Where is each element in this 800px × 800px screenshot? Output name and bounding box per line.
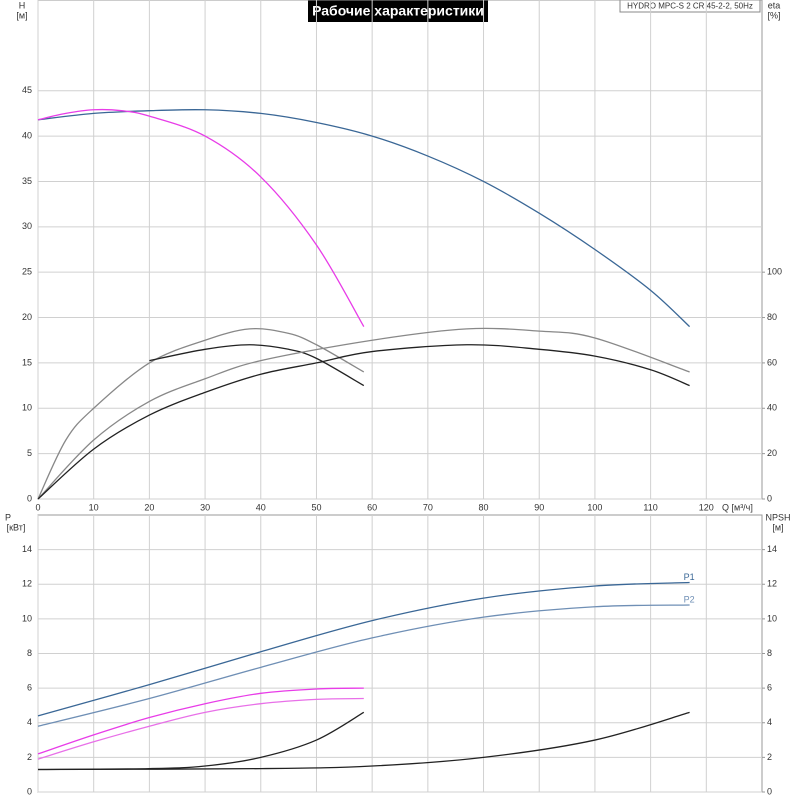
y-tick-label: 4 xyxy=(27,717,32,727)
series-label: P2 xyxy=(684,594,695,604)
y-tick-label: 20 xyxy=(22,312,32,322)
y-unit: [м] xyxy=(16,10,27,20)
series-line xyxy=(37,697,364,760)
chart-title: Рабочие характеристики xyxy=(312,3,484,19)
y2-tick-label: 0 xyxy=(767,786,772,796)
series-label: P1 xyxy=(684,572,695,582)
series-line xyxy=(37,711,690,771)
x-tick-label: 120 xyxy=(699,502,714,512)
y2-tick-label: 40 xyxy=(767,403,777,413)
x-tick-label: 100 xyxy=(587,502,602,512)
x-tick-label: 0 xyxy=(35,502,40,512)
series-line xyxy=(37,581,690,717)
y-tick-label: 10 xyxy=(22,403,32,413)
y2-unit: [%] xyxy=(767,10,780,20)
y-tick-label: 45 xyxy=(22,85,32,95)
y-tick-label: 30 xyxy=(22,221,32,231)
series-line xyxy=(37,108,365,327)
y2-tick-label: 12 xyxy=(767,579,777,589)
y-unit: [кВт] xyxy=(7,522,26,532)
y2-label: NPSH xyxy=(765,512,790,522)
y2-tick-label: 0 xyxy=(767,493,772,503)
y2-label: eta xyxy=(768,0,781,10)
x-tick-label: 30 xyxy=(200,502,210,512)
x-label: Q [м³/ч] xyxy=(722,502,753,512)
y-tick-label: 14 xyxy=(22,544,32,554)
y-tick-label: 6 xyxy=(27,683,32,693)
x-tick-label: 80 xyxy=(479,502,489,512)
series-line xyxy=(37,327,690,500)
series-line xyxy=(37,344,690,500)
series-line xyxy=(37,604,690,727)
y-tick-label: 40 xyxy=(22,130,32,140)
y-tick-label: 5 xyxy=(27,448,32,458)
y-tick-label: 35 xyxy=(22,176,32,186)
x-tick-label: 110 xyxy=(643,502,657,512)
subtitle-box xyxy=(619,0,761,13)
series-line xyxy=(149,344,365,387)
y-tick-label: 2 xyxy=(27,752,32,762)
x-tick-label: 10 xyxy=(89,502,99,512)
y-tick-label: 8 xyxy=(27,648,32,658)
plot-frame xyxy=(37,0,763,500)
x-tick-label: 90 xyxy=(534,502,544,512)
y2-tick-label: 80 xyxy=(767,312,777,322)
x-tick-label: 50 xyxy=(311,502,321,512)
y2-unit: [м] xyxy=(772,522,783,532)
y-label: H xyxy=(19,0,26,10)
title-box xyxy=(308,0,488,22)
y2-tick-label: 2 xyxy=(767,752,772,762)
y-tick-label: 10 xyxy=(22,613,32,623)
series-line xyxy=(37,711,365,771)
y2-tick-label: 8 xyxy=(767,648,772,658)
series-line xyxy=(37,327,365,500)
y2-tick-label: 60 xyxy=(767,357,777,367)
x-tick-label: 40 xyxy=(256,502,266,512)
y2-tick-label: 14 xyxy=(767,544,777,554)
y2-tick-label: 100 xyxy=(767,267,782,277)
series-line xyxy=(37,108,691,328)
y2-tick-label: 6 xyxy=(767,683,772,693)
y-tick-label: 25 xyxy=(22,267,32,277)
subtitle: HYDRO MPC-S 2 CR 45-2-2, 50Hz xyxy=(627,2,753,11)
x-tick-label: 60 xyxy=(367,502,377,512)
x-tick-label: 70 xyxy=(423,502,433,512)
y-tick-label: 15 xyxy=(22,357,32,367)
y-tick-label: 0 xyxy=(27,786,32,796)
y2-tick-label: 10 xyxy=(767,613,777,623)
y-tick-label: 0 xyxy=(27,493,32,503)
y-tick-label: 12 xyxy=(22,579,32,589)
y2-tick-label: 4 xyxy=(767,717,772,727)
series-line xyxy=(37,687,364,755)
y-label: P xyxy=(5,512,11,522)
y2-tick-label: 20 xyxy=(767,448,777,458)
x-tick-label: 20 xyxy=(144,502,154,512)
